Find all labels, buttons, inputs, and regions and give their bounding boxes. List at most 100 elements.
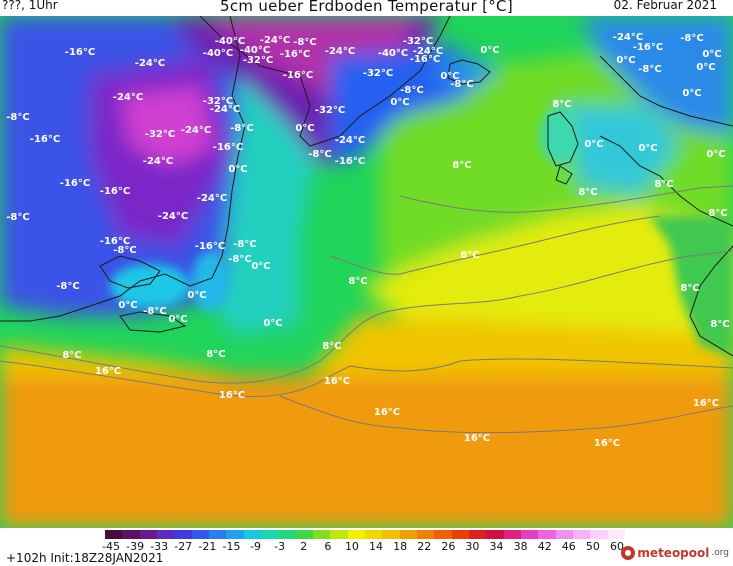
temperature-label: 0°C <box>295 123 314 134</box>
colorbar-swatch <box>174 530 192 539</box>
colorbar-tick-label: -39 <box>126 540 145 553</box>
temperature-label: 0°C <box>228 164 247 175</box>
colorbar-swatch <box>156 530 175 539</box>
colorbar-swatch <box>486 530 504 539</box>
temperature-label: -16°C <box>195 241 225 252</box>
temperature-label: 8°C <box>578 187 597 198</box>
temperature-label: 8°C <box>206 349 225 360</box>
temperature-label: -24°C <box>335 135 365 146</box>
temperature-label: 0°C <box>682 88 701 99</box>
isotherms <box>0 185 733 433</box>
colorbar-swatch <box>208 530 227 539</box>
temperature-label: -16°C <box>280 49 310 60</box>
temperature-label: 16°C <box>464 433 490 444</box>
brand-logo[interactable]: meteopool .org <box>621 546 729 560</box>
temperature-label: -16°C <box>100 186 130 197</box>
temperature-label: -8°C <box>143 306 166 317</box>
colorbar-tick-label: -3 <box>274 540 286 553</box>
temperature-label: 16°C <box>95 366 121 377</box>
temperature-label: -8°C <box>450 79 473 90</box>
temperature-label: -24°C <box>143 156 173 167</box>
colorbar-swatch <box>382 530 400 539</box>
temperature-label: 16°C <box>594 438 620 449</box>
temperature-label: 8°C <box>680 283 699 294</box>
model-label: ???, 1Uhr <box>2 0 58 12</box>
temperature-label: -24°C <box>260 35 290 46</box>
temperature-label: -16°C <box>100 236 130 247</box>
temperature-label: -40°C <box>203 48 233 59</box>
colorbar-swatch <box>434 530 452 539</box>
temperature-labels: -40°C -24°C -8°C -32°C-16°C -40°C -40°C -16°C -… <box>6 32 729 449</box>
colorbar-tick-label: 14 <box>369 540 384 553</box>
brand-name: meteopool <box>637 546 710 560</box>
colorbar-swatch <box>260 530 279 539</box>
temperature-label: -8°C <box>56 281 79 292</box>
colorbar-tick-label: 22 <box>417 540 432 553</box>
temperature-label: 0°C <box>251 261 270 272</box>
colorbar-swatch <box>295 530 313 539</box>
temperature-label: 0°C <box>702 49 721 60</box>
colorbar-swatch <box>555 530 573 539</box>
temperature-label: -32°C <box>243 55 273 66</box>
colorbar-tick-label: 42 <box>537 540 552 553</box>
colorbar-swatch <box>590 530 608 539</box>
colorbar-tick-label: 38 <box>513 540 528 553</box>
temperature-label: 8°C <box>348 276 367 287</box>
temperature-label: -8°C <box>638 64 661 75</box>
temperature-label: -8°C <box>113 245 136 256</box>
temperature-label: -24°C <box>613 32 643 43</box>
temperature-label: 8°C <box>62 350 81 361</box>
header-bar: ???, 1Uhr 5cm ueber Erdboden Temperatur … <box>0 0 733 16</box>
colorbar-swatch <box>520 530 539 539</box>
temperature-label: 0°C <box>440 71 459 82</box>
temperature-label: -16°C <box>60 178 90 189</box>
colorbar-swatch <box>330 530 348 539</box>
temperature-label: 8°C <box>710 319 729 330</box>
temperature-label: -32°C <box>315 105 345 116</box>
temperature-label: 0°C <box>263 318 282 329</box>
temperature-label: 0°C <box>706 149 725 160</box>
colorbar-swatch <box>139 530 157 539</box>
colorbar-swatch <box>538 530 556 539</box>
temperature-label: 8°C <box>708 208 727 219</box>
temperature-map: -40°C -24°C -8°C -32°C -16°C -40°C -40°C -16°C -… <box>0 16 733 528</box>
temperature-label: -8°C <box>293 37 316 48</box>
colorbar-tick-label: 34 <box>489 540 504 553</box>
colorbar-tick-label: 26 <box>441 540 456 553</box>
colorbar-tick-label: -15 <box>222 540 241 553</box>
meteopool-logo-icon <box>621 546 636 560</box>
colorbar-swatch <box>243 530 261 539</box>
temperature-label: -32°C <box>145 129 175 140</box>
colorbar-tick-label: 46 <box>561 540 576 553</box>
temperature-label: -32°C <box>363 68 393 79</box>
temperature-label: 16°C <box>374 407 400 418</box>
temperature-label: 0°C <box>616 55 635 66</box>
temperature-label: -24°C <box>413 46 443 57</box>
colorbar-tick-label: 50 <box>585 540 600 553</box>
footer-bar: -45 -39 -33 -27 -21 -15 -9 -3 2 6 10 14 18 22 26 30 34 38… <box>0 528 733 566</box>
colorbar-swatch <box>312 530 331 539</box>
temperature-label: 0°C <box>696 62 715 73</box>
colorbar-tick-label: -45 <box>102 540 120 553</box>
temperature-label: -8°C <box>400 85 423 96</box>
temperature-label: -16°C <box>213 142 243 153</box>
temperature-label: 8°C <box>654 179 673 190</box>
temperature-label: -24°C <box>181 125 211 136</box>
temperature-label: -8°C <box>680 33 703 44</box>
temperature-label: -40°C <box>215 36 245 47</box>
temperature-label: 8°C <box>452 160 471 171</box>
colorbar-tick-label: 6 <box>324 540 332 553</box>
temperature-label: -40°C <box>240 45 270 56</box>
run-info: +102h Init:18Z28JAN2021 <box>6 551 164 565</box>
colorbar-swatch <box>364 530 383 539</box>
colorbar-swatch <box>468 530 487 539</box>
colorbar-tick-label: 30 <box>465 540 480 553</box>
colorbar-swatch <box>347 530 365 539</box>
temperature-label: 0°C <box>480 45 499 56</box>
temperature-label: 16°C <box>324 376 350 387</box>
temperature-label: 0°C <box>390 97 409 108</box>
temperature-label: -40°C <box>378 48 408 59</box>
forecast-date: 02. Februar 2021 <box>613 0 717 12</box>
temperature-label: -8°C <box>230 123 253 134</box>
temperature-label: 16°C <box>219 390 245 401</box>
